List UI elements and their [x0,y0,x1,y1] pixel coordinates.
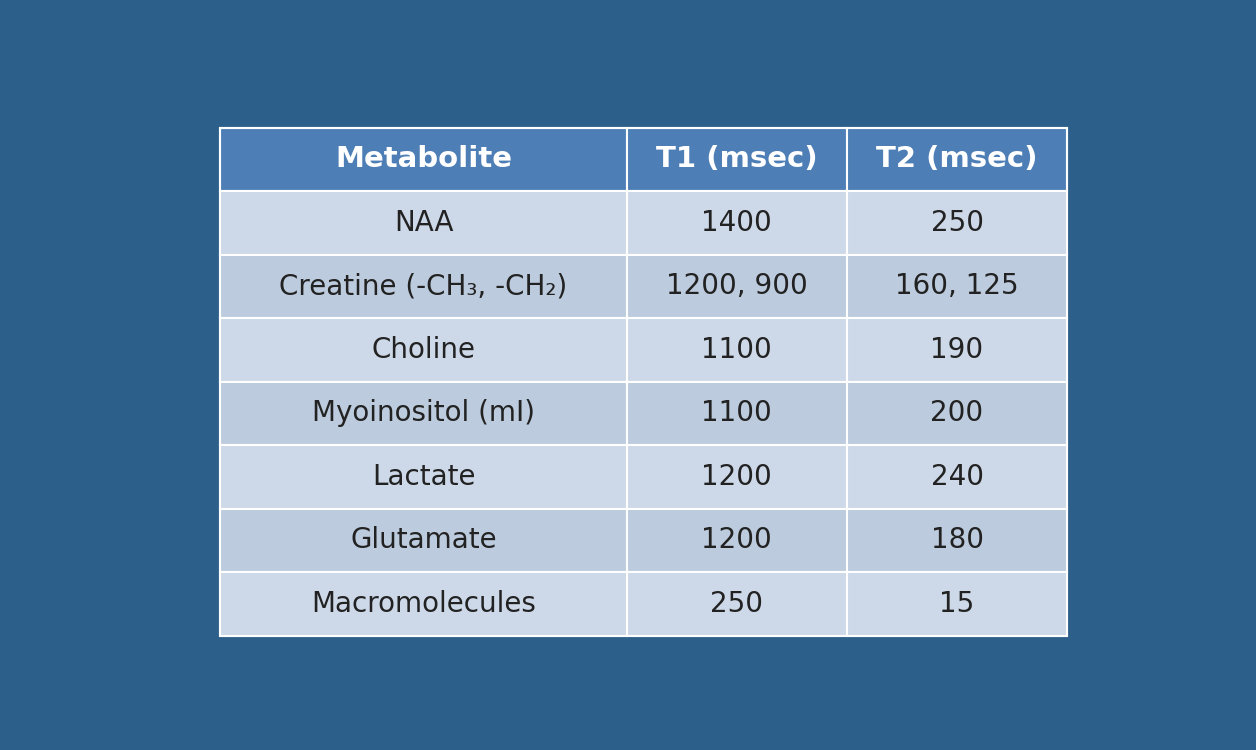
Bar [220,318,627,382]
Text: 180: 180 [931,526,983,554]
Text: 1200: 1200 [702,526,772,554]
Bar [847,509,1068,572]
Bar [220,254,627,318]
Text: 190: 190 [931,336,983,364]
Bar [627,318,847,382]
Bar [220,128,627,191]
Text: Macromolecules: Macromolecules [311,590,536,618]
Bar [627,446,847,509]
Bar [847,254,1068,318]
Bar [627,572,847,636]
Text: 250: 250 [931,209,983,237]
Text: 15: 15 [939,590,975,618]
Bar [847,128,1068,191]
Text: 200: 200 [931,400,983,427]
Bar [847,446,1068,509]
Bar [627,382,847,446]
Bar [220,572,627,636]
Bar [220,509,627,572]
Bar [627,254,847,318]
Text: 1400: 1400 [702,209,772,237]
Bar [220,128,1068,636]
Bar [627,509,847,572]
Bar [220,446,627,509]
Bar [847,382,1068,446]
Text: Myoinositol (mI): Myoinositol (mI) [311,400,535,427]
Text: 1200: 1200 [702,463,772,491]
Text: Lactate: Lactate [372,463,475,491]
Bar [220,382,627,446]
Bar [847,318,1068,382]
Text: Metabolite: Metabolite [335,146,512,173]
Text: Creatine (-CH₃, -CH₂): Creatine (-CH₃, -CH₂) [279,272,568,300]
Text: T1 (msec): T1 (msec) [656,146,818,173]
Text: T2 (msec): T2 (msec) [877,146,1037,173]
Text: 1100: 1100 [702,336,772,364]
Bar [627,191,847,254]
Text: 1100: 1100 [702,400,772,427]
Bar [847,572,1068,636]
Text: Glutamate: Glutamate [350,526,497,554]
Bar [627,128,847,191]
Text: 240: 240 [931,463,983,491]
Text: Choline: Choline [372,336,476,364]
Text: NAA: NAA [394,209,453,237]
Bar [847,191,1068,254]
Bar [220,191,627,254]
Text: 1200, 900: 1200, 900 [666,272,808,300]
Text: 160, 125: 160, 125 [896,272,1019,300]
Text: 250: 250 [711,590,764,618]
